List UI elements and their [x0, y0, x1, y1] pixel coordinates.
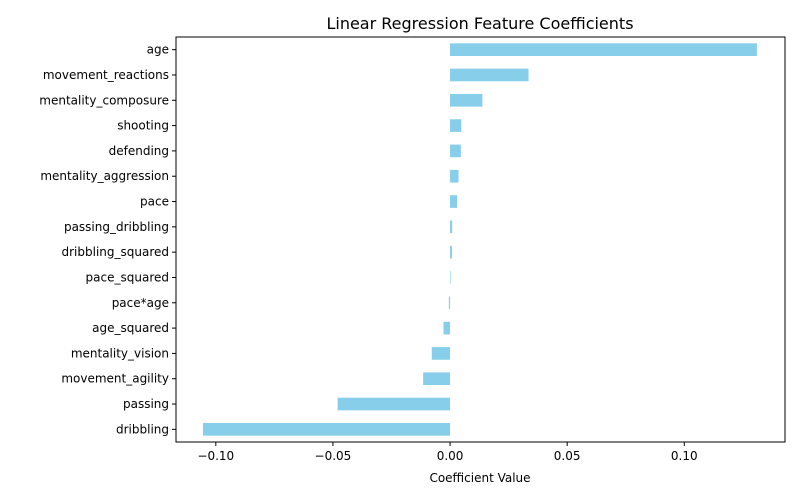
- y-tick-label: movement_agility: [61, 372, 169, 386]
- y-tick-label: passing: [123, 397, 169, 411]
- y-tick-label: dribbling: [116, 422, 169, 436]
- bar-dribbling_squared: [450, 245, 452, 259]
- y-tick-label: age: [147, 43, 169, 57]
- bar-movement_agility: [423, 372, 451, 386]
- x-axis: −0.10 −0.05 0.00 0.05 0.10: [197, 442, 698, 463]
- y-tick-label: pace_squared: [86, 270, 169, 284]
- bar-passing: [337, 397, 451, 411]
- y-tick-label: pace: [140, 195, 169, 209]
- x-tick-label: −0.05: [315, 449, 352, 463]
- y-tick-label: mentality_vision: [71, 346, 169, 360]
- bar-pace: [450, 195, 458, 208]
- chart-title: Linear Regression Feature Coefficients: [326, 14, 633, 33]
- bars-group: [202, 43, 757, 436]
- y-tick-label: shooting: [117, 119, 169, 133]
- y-axis: age movement_reactions mentality_composure…: [39, 43, 176, 436]
- x-tick-label: 0.05: [554, 449, 581, 463]
- bar-mentality_vision: [431, 347, 451, 360]
- y-tick-label: pace*age: [112, 296, 169, 310]
- bar-pace*age: [448, 296, 451, 310]
- bar-mentality_composure: [450, 93, 483, 107]
- x-tick-label: 0.10: [671, 449, 698, 463]
- plot-frame: [175, 36, 786, 443]
- bar-dribbling: [202, 423, 451, 436]
- x-tick-label: −0.10: [197, 449, 234, 463]
- y-tick-label: passing_dribbling: [64, 220, 169, 234]
- bar-defending: [450, 144, 461, 158]
- y-tick-label: movement_reactions: [43, 68, 169, 82]
- bar-movement_reactions: [450, 68, 529, 82]
- bar-passing_dribbling: [450, 220, 453, 234]
- y-tick-label: mentality_composure: [39, 93, 169, 107]
- y-tick-label: dribbling_squared: [61, 245, 169, 259]
- bar-shooting: [450, 119, 462, 132]
- y-tick-label: age_squared: [92, 321, 169, 335]
- bar-pace_squared: [450, 271, 451, 284]
- x-tick-label: 0.00: [437, 449, 464, 463]
- bar-mentality_aggression: [450, 169, 459, 183]
- bar-age: [450, 43, 757, 56]
- x-axis-label: Coefficient Value: [429, 471, 530, 485]
- bar-age_squared: [443, 321, 451, 335]
- y-tick-label: defending: [109, 144, 169, 158]
- y-tick-label: mentality_aggression: [40, 169, 169, 183]
